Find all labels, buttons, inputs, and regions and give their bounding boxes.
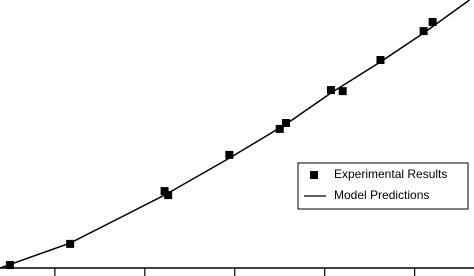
legend-marker — [310, 171, 318, 179]
data-point — [376, 56, 385, 65]
data-point — [282, 119, 291, 128]
data-point — [275, 124, 284, 133]
legend-label: Model Predictions — [334, 188, 429, 202]
data-point — [419, 27, 428, 36]
data-point — [428, 17, 437, 26]
data-point — [326, 86, 335, 95]
data-point — [225, 150, 234, 159]
legend-label: Experimental Results — [334, 167, 447, 181]
data-point — [338, 87, 347, 96]
data-point — [160, 187, 169, 196]
legend-box — [297, 162, 469, 210]
model-line — [0, 0, 470, 269]
data-point — [66, 239, 75, 248]
data-point — [164, 191, 173, 200]
